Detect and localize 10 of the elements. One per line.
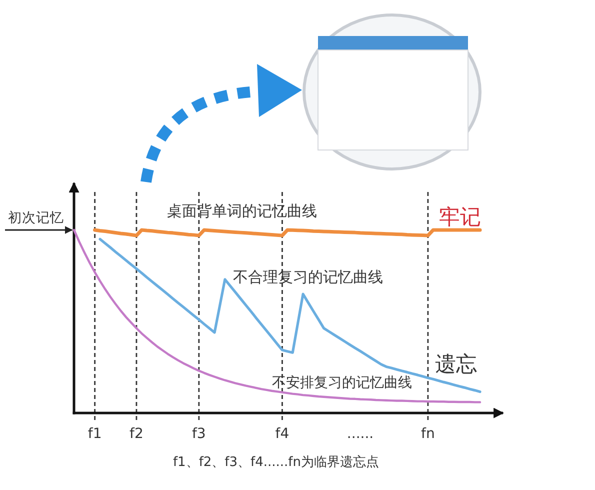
x-tick-label: fn (421, 426, 435, 442)
x-tick-label: f3 (192, 426, 206, 442)
text: 初次记忆 (8, 210, 64, 226)
x-axis-title: f1、f2、f3、f4......fn为临界遗忘点 (172, 454, 380, 470)
annotation: 遗忘 (435, 352, 477, 376)
x-tick-label: f4 (275, 426, 290, 442)
x-tick-label: ...... (346, 426, 374, 442)
annotation: 牢记 (439, 205, 481, 229)
x-tick-label: f1 (88, 426, 102, 442)
x-tick-label: f2 (130, 426, 144, 442)
